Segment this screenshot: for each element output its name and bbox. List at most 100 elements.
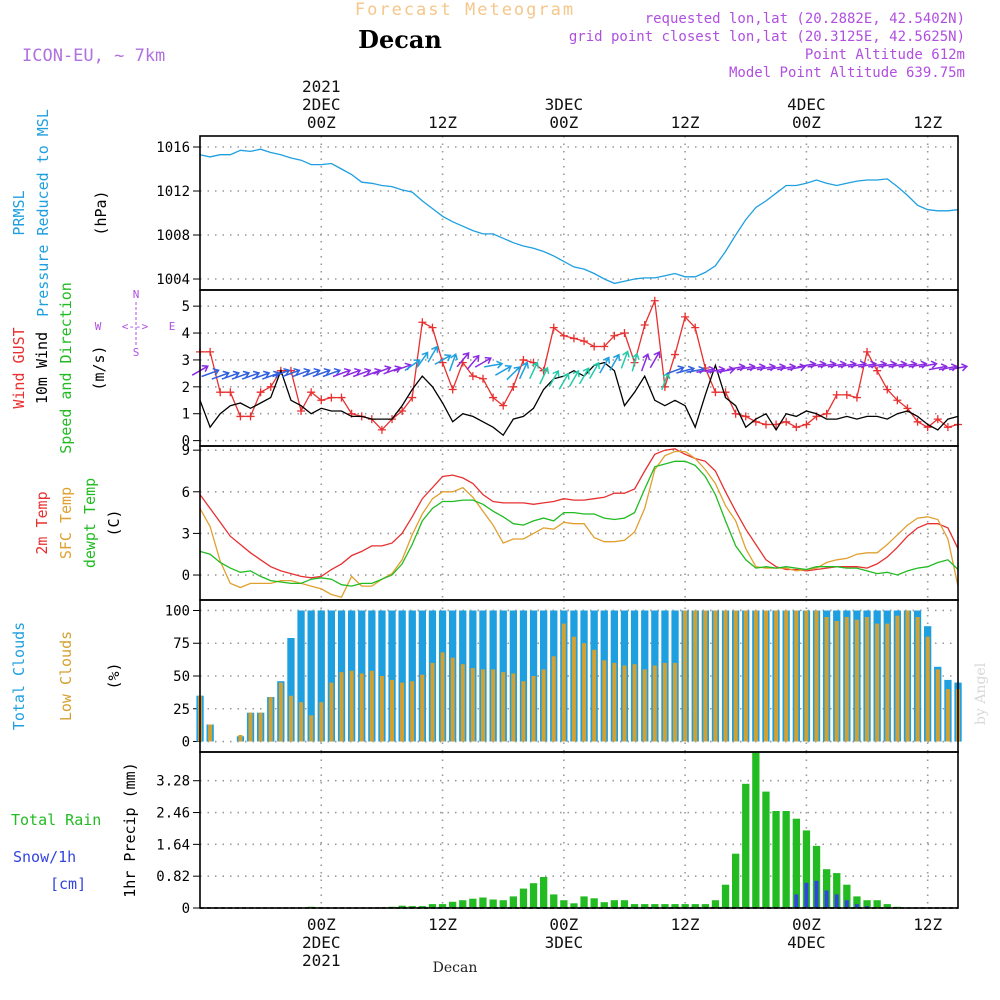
low-clouds-bar xyxy=(693,610,698,742)
wind-gust-line xyxy=(200,298,959,431)
gust-marker xyxy=(600,342,609,351)
low-clouds-bar xyxy=(582,643,587,742)
total-clouds-bar xyxy=(388,610,396,742)
wind-direction-arrow xyxy=(558,372,570,390)
total-rain-bar xyxy=(560,900,568,908)
gust-marker xyxy=(893,396,902,405)
y-tick-label: 3.28 xyxy=(156,774,190,790)
y-tick-label: 1.64 xyxy=(156,837,190,853)
gust-marker xyxy=(398,407,407,416)
total-clouds-bar xyxy=(307,610,315,742)
y-tick-label: 1 xyxy=(182,407,190,423)
panel-label: Pressure Reduced to MSL xyxy=(34,109,52,317)
panel-label: Speed and Direction xyxy=(57,282,75,454)
wind-direction-arrow xyxy=(312,367,331,378)
wind-direction-arrow xyxy=(342,367,362,378)
wind-direction-arrow xyxy=(373,365,392,375)
panel-data xyxy=(191,296,969,437)
gust-marker xyxy=(580,337,589,346)
low-clouds-bar xyxy=(410,681,415,742)
total-rain-bar xyxy=(449,901,457,908)
dewpt-temp-line xyxy=(199,460,959,587)
gust-marker xyxy=(943,423,952,432)
time-axis-label: 12Z xyxy=(913,915,942,934)
time-axis-label: 12Z xyxy=(428,915,457,934)
wind-direction-arrow xyxy=(495,364,513,376)
low-clouds-bar xyxy=(824,617,829,742)
low-clouds-bar xyxy=(268,697,273,742)
compass-label: <--> xyxy=(122,320,149,333)
total-rain-bar xyxy=(651,904,659,908)
gust-marker xyxy=(206,347,215,356)
panel-data xyxy=(196,610,962,742)
snow-1h-bar xyxy=(834,894,839,908)
panel-labels: PRMSL Pressure Reduced to MSL (hPa) Wind GU… xyxy=(10,109,175,898)
low-clouds-bar xyxy=(450,657,455,742)
gust-marker xyxy=(478,374,487,383)
y-tick-label: 0 xyxy=(182,434,190,450)
total-rain-bar xyxy=(681,904,689,908)
wind-direction-arrow xyxy=(466,354,480,370)
low-clouds-bar xyxy=(400,682,405,742)
y-tick-label: 50 xyxy=(173,669,190,685)
panel-frame xyxy=(199,135,959,291)
low-clouds-bar xyxy=(208,724,213,742)
gust-marker xyxy=(337,393,346,402)
wind-direction-arrow xyxy=(599,356,611,374)
low-clouds-bar xyxy=(905,610,910,742)
panel-label: Wind GUST xyxy=(10,327,28,408)
total-rain-bar xyxy=(863,900,871,908)
gust-marker xyxy=(519,355,528,364)
gust-marker xyxy=(499,401,508,410)
wind-direction-arrow xyxy=(292,367,311,378)
total-rain-bar xyxy=(428,904,437,908)
total-rain-bar xyxy=(691,904,699,908)
low-clouds-bar xyxy=(885,623,890,742)
gust-marker xyxy=(620,329,629,338)
gust-marker xyxy=(842,390,851,399)
gust-marker xyxy=(226,388,235,397)
total-rain-bar xyxy=(540,877,548,908)
low-clouds-bar xyxy=(814,610,819,742)
gust-marker xyxy=(883,385,892,394)
wind-direction-arrow xyxy=(416,351,429,368)
low-clouds-bar xyxy=(561,623,566,742)
precip-legend-label: Total Rain xyxy=(11,811,101,829)
total-rain-bar xyxy=(873,900,881,908)
low-clouds-bar xyxy=(531,676,536,742)
time-axis-label: 12Z xyxy=(671,915,700,934)
wind-direction-arrow xyxy=(272,367,291,378)
y-tick-label: 2 xyxy=(182,380,190,396)
wind-direction-arrow xyxy=(404,359,421,372)
low-clouds-bar xyxy=(319,702,324,742)
time-axis-label: 00Z xyxy=(307,915,336,934)
panel-clouds: 0 25 50 75 100 xyxy=(165,599,962,753)
gust-marker xyxy=(468,372,477,381)
panel-frame xyxy=(199,751,959,909)
total-rain-bar xyxy=(509,896,517,908)
total-rain-bar xyxy=(550,894,558,908)
gust-marker xyxy=(782,417,791,426)
gridpoint-coords: grid point closest lon,lat (20.3125E, 42… xyxy=(569,29,965,45)
total-clouds-bar xyxy=(317,610,325,742)
total-rain-bar xyxy=(630,904,639,908)
time-axis-label: 12Z xyxy=(671,113,700,132)
low-clouds-bar xyxy=(925,636,930,742)
low-clouds-bar xyxy=(511,673,516,742)
low-clouds-bar xyxy=(733,610,738,742)
panel-label: Low Clouds xyxy=(57,631,75,721)
y-tick-label: 4 xyxy=(182,326,190,342)
wind-direction-arrow xyxy=(484,360,504,369)
time-axis-label: 00Z xyxy=(307,113,336,132)
low-clouds-bar xyxy=(774,610,779,742)
gust-marker xyxy=(681,312,690,321)
wind-compass: W <--> E N S xyxy=(95,288,176,359)
gust-marker xyxy=(569,334,578,343)
low-clouds-bar xyxy=(794,610,799,742)
low-clouds-bar xyxy=(390,679,394,742)
total-rain-bar xyxy=(459,900,467,908)
gust-marker xyxy=(640,320,649,329)
total-rain-bar xyxy=(762,791,770,908)
gust-marker xyxy=(246,412,255,421)
